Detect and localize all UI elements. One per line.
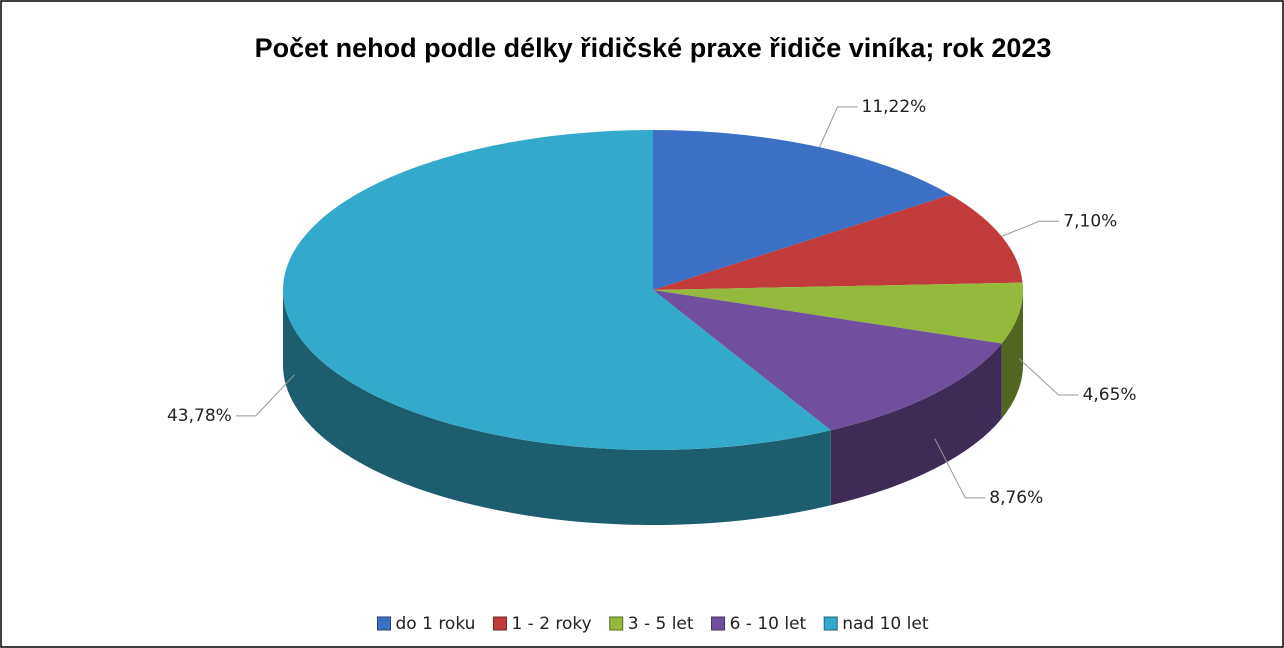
legend-label: 6 - 10 let [730, 614, 807, 634]
leader-line [1018, 358, 1079, 396]
legend-label: do 1 roku [396, 614, 476, 634]
pie-slice [283, 130, 831, 450]
legend-swatch [711, 616, 726, 631]
pie-slice [653, 290, 1002, 431]
data-label: 4,65% [1083, 385, 1137, 405]
data-label: 43,78% [167, 406, 232, 426]
leader-line [1001, 220, 1060, 237]
leader-line [235, 374, 295, 417]
legend: do 1 roku 1 - 2 roky 3 - 5 let 6 - 10 let na… [377, 614, 929, 634]
legend-swatch [609, 616, 624, 631]
pie-slice [653, 194, 1023, 290]
legend-label: 3 - 5 let [628, 614, 694, 634]
data-label: 11,22% [862, 97, 927, 117]
pie-slice-side [1001, 290, 1023, 419]
chart-title: Počet nehod podle délky řidičské praxe ř… [255, 33, 1052, 63]
legend-swatch [492, 616, 507, 631]
legend-label: 1 - 2 roky [511, 614, 591, 634]
data-label: 8,76% [989, 488, 1043, 508]
pie-slice-side [830, 343, 1002, 506]
leader-line [934, 438, 986, 499]
pie-slice [653, 282, 1023, 344]
data-label: 7,10% [1063, 211, 1117, 231]
pie-slice [653, 130, 951, 290]
pie-slice-side [283, 290, 831, 525]
leader-line [819, 106, 858, 148]
legend-label: nad 10 let [842, 614, 929, 634]
legend-swatch [823, 616, 838, 631]
legend-swatch [377, 616, 391, 631]
